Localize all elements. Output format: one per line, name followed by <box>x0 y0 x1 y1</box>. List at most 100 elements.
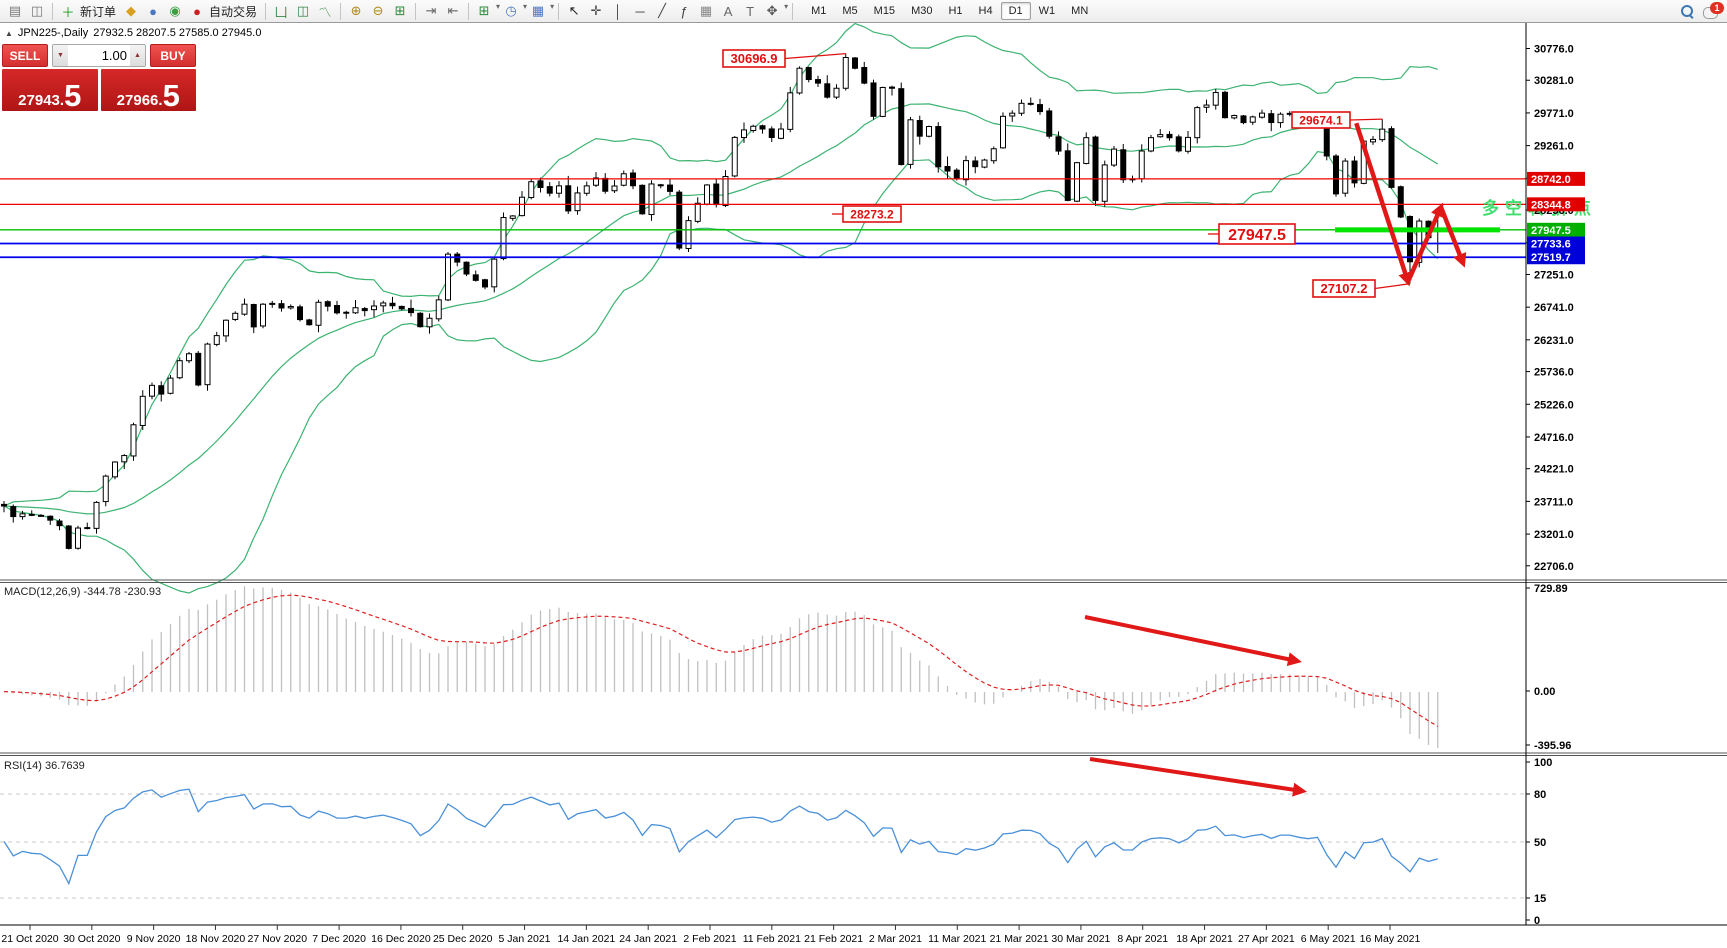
time-tick-label: 8 Apr 2021 <box>1117 933 1168 945</box>
trend-arrow[interactable] <box>1405 202 1444 283</box>
macd-trend-arrow[interactable] <box>1084 615 1302 667</box>
macd-label: MACD(12,26,9) -344.78 -230.93 <box>4 586 161 598</box>
volume-up-button[interactable]: ▲ <box>130 45 145 66</box>
timeframe-button-mn[interactable]: MN <box>1071 5 1089 17</box>
candle-body <box>158 385 165 395</box>
user-icon[interactable]: ● <box>149 3 157 19</box>
template-icon[interactable]: ▦ <box>531 3 545 18</box>
new-order-button[interactable]: 新订单 <box>80 4 117 19</box>
candle-body <box>1231 114 1238 119</box>
timeframe-button-d1[interactable]: D1 <box>1000 2 1031 20</box>
trendline-icon[interactable]: ╱ <box>658 3 666 18</box>
timeframe-button-w1[interactable]: W1 <box>1038 5 1056 17</box>
crosshair-icon[interactable]: ✛ <box>590 3 602 18</box>
vertical-line-icon[interactable]: │ <box>614 3 623 19</box>
candle-body <box>1259 112 1265 118</box>
gold-icon[interactable]: ◆ <box>126 3 137 18</box>
candle-body <box>870 82 877 117</box>
toolbar-separator <box>52 2 53 20</box>
label-icon[interactable]: T <box>746 3 755 19</box>
add-indicator-icon-caret[interactable]: ▾ <box>496 1 501 11</box>
text-icon[interactable]: A <box>723 3 733 19</box>
rsi-trend-arrow[interactable] <box>1089 757 1307 797</box>
chart-type-icons: ⼐ ◫ 〽 <box>270 2 336 21</box>
shapes-icon-caret[interactable]: ▾ <box>784 1 789 11</box>
timeframe-button-m1[interactable]: M1 <box>811 5 827 17</box>
price-annotation[interactable]: 27107.2 <box>1312 279 1411 298</box>
candle-body <box>768 128 775 138</box>
candle-body <box>417 312 424 328</box>
candle-body <box>278 303 285 309</box>
candle-body <box>861 66 868 84</box>
price-annotation[interactable]: 30696.9 <box>722 49 846 68</box>
volume-down-button[interactable]: ▼ <box>53 45 68 66</box>
candle-body <box>500 217 507 260</box>
cursor-icon[interactable]: ↖ <box>568 3 580 18</box>
one-click-trading-panel: SELL ▼ ▲ BUY 27943.5 27966.5 <box>2 44 196 111</box>
fibonacci-icon[interactable]: ▦ <box>699 3 713 18</box>
search-icon[interactable] <box>1681 5 1694 19</box>
bar-chart-icon[interactable]: ⼐ <box>274 4 288 20</box>
horizontal-line-icon[interactable]: ─ <box>635 3 645 19</box>
price-tick-label: 23201.0 <box>1534 529 1574 541</box>
trend-arrow[interactable] <box>1354 122 1412 287</box>
shapes-icon[interactable]: ✥ <box>766 3 778 18</box>
candlestick-chart-icon[interactable]: ◫ <box>296 3 310 18</box>
period-icon[interactable]: ◷ <box>505 3 517 18</box>
candle-body <box>186 353 192 362</box>
price-annotation[interactable]: 28273.2 <box>832 205 902 223</box>
timeframe-button-h4[interactable]: H4 <box>978 5 993 17</box>
candle-body <box>824 83 831 98</box>
price-tick-label: 24221.0 <box>1534 464 1574 476</box>
price-annotation[interactable]: 29674.1 <box>1291 111 1383 129</box>
rsi-label: RSI(14) 36.7639 <box>4 760 85 772</box>
template-icon-caret[interactable]: ▾ <box>550 1 555 11</box>
sell-price-display[interactable]: 27943. 5 <box>2 69 98 111</box>
badge-text: 28742.0 <box>1531 174 1571 186</box>
candle-body <box>47 515 54 521</box>
buy-button[interactable]: BUY <box>150 44 196 67</box>
notifications-icon[interactable]: 1 <box>1703 1 1724 19</box>
zoom-out-icon[interactable]: ⊖ <box>372 3 384 18</box>
bollinger-upper-band <box>3 23 1438 507</box>
price-tick-label: 29771.0 <box>1534 108 1574 120</box>
timeframe-button-m5[interactable]: M5 <box>842 5 858 17</box>
charts-profile-icon[interactable]: ▤ <box>8 3 22 18</box>
candle-body <box>1277 113 1284 124</box>
candle-body <box>1240 115 1247 124</box>
auto-scroll-icon[interactable]: ⇥ <box>425 3 437 18</box>
collapse-one-click-icon[interactable]: ▲ <box>5 28 13 38</box>
toolbar-separator <box>415 2 417 20</box>
candle-body <box>1185 136 1191 152</box>
time-tick-label: 2 Feb 2021 <box>683 933 736 945</box>
sell-button[interactable]: SELL <box>2 44 48 67</box>
auto-trading-icon[interactable]: ● <box>193 3 201 19</box>
candle-body <box>297 306 303 321</box>
timeframe-button-m15[interactable]: M15 <box>873 5 896 17</box>
candle-body <box>528 181 535 199</box>
period-icon-caret[interactable]: ▾ <box>523 1 528 11</box>
candle-body <box>1194 107 1201 139</box>
zoom-in-icon[interactable]: ⊕ <box>350 3 362 18</box>
tile-windows-icon[interactable]: ⊞ <box>394 3 406 18</box>
chart-shift-icon[interactable]: ⇤ <box>447 3 459 18</box>
buy-price-display[interactable]: 27966. 5 <box>100 69 196 111</box>
signal-icon[interactable]: ◉ <box>169 3 181 18</box>
auto-trading-button[interactable]: 自动交易 <box>209 4 258 19</box>
equidistant-channel-icon[interactable]: ƒ <box>680 3 688 19</box>
candle-body <box>556 185 562 194</box>
price-annotation[interactable]: 27947.5 <box>1208 223 1296 245</box>
volume-input[interactable] <box>68 45 130 66</box>
trend-arrow[interactable] <box>1438 206 1467 268</box>
timeframe-button-m30[interactable]: M30 <box>911 5 933 17</box>
candle-body <box>1000 115 1006 149</box>
line-chart-icon[interactable]: 〽 <box>318 4 332 20</box>
candle-body <box>778 128 784 139</box>
timeframe-button-h1[interactable]: H1 <box>948 5 963 17</box>
new-order-icon[interactable]: ＋ <box>61 4 75 20</box>
add-indicator-icon[interactable]: ⊞ <box>478 3 490 18</box>
annotation-text: 30696.9 <box>731 51 778 66</box>
time-tick-label: 5 Jan 2021 <box>499 933 551 945</box>
preview-icon[interactable]: ◫ <box>30 3 44 18</box>
